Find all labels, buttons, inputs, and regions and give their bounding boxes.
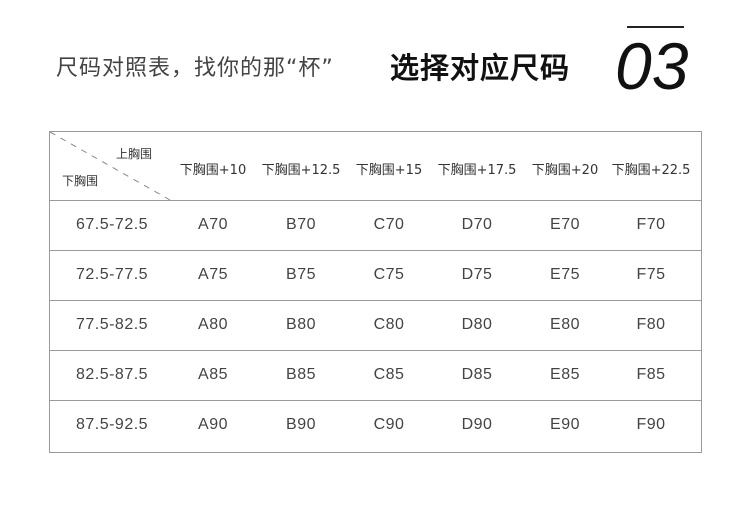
size-cell: F80 <box>636 316 666 333</box>
column-header: 下胸围+12.5 <box>261 163 341 178</box>
row-divider <box>50 250 701 251</box>
size-cell: A70 <box>198 216 228 233</box>
decorative-line <box>627 26 684 28</box>
size-cell: A75 <box>198 266 228 283</box>
column-header: 下胸围+22.5 <box>611 163 691 178</box>
size-cell: F85 <box>636 366 666 383</box>
row-range: 87.5-92.5 <box>75 416 149 433</box>
size-cell: B85 <box>286 366 316 383</box>
size-cell: F75 <box>636 266 666 283</box>
size-chart-table: 上胸围 下胸围 下胸围+10 下胸围+12.5 下胸围+15 下胸围+17.5 下胸围+… <box>49 131 702 453</box>
corner-label-upper-bust: 上胸围 <box>116 147 153 161</box>
subtitle: 尺码对照表，找你的那“杯” <box>56 56 334 81</box>
size-cell: E90 <box>550 416 580 433</box>
size-cell: D85 <box>461 366 493 383</box>
size-cell: B75 <box>286 266 316 283</box>
size-cell: C90 <box>373 416 405 433</box>
size-cell: C70 <box>373 216 405 233</box>
size-cell: D90 <box>461 416 493 433</box>
size-cell: D80 <box>461 316 493 333</box>
row-divider <box>50 300 701 301</box>
size-cell: C85 <box>373 366 405 383</box>
size-cell: B70 <box>286 216 316 233</box>
column-header: 下胸围+10 <box>179 163 247 178</box>
size-cell: E70 <box>550 216 580 233</box>
size-cell: E80 <box>550 316 580 333</box>
corner-label-under-bust: 下胸围 <box>62 174 99 188</box>
column-header: 下胸围+17.5 <box>437 163 517 178</box>
size-cell: E75 <box>550 266 580 283</box>
row-divider <box>50 350 701 351</box>
size-cell: A90 <box>198 416 228 433</box>
size-cell: A85 <box>198 366 228 383</box>
size-cell: E85 <box>550 366 580 383</box>
size-cell: F90 <box>636 416 666 433</box>
page-title: 选择对应尺码 <box>390 51 571 85</box>
section-number: 03 <box>615 29 689 103</box>
row-divider <box>50 400 701 401</box>
row-range: 77.5-82.5 <box>75 316 149 333</box>
column-header: 下胸围+15 <box>355 163 423 178</box>
size-cell: D75 <box>461 266 493 283</box>
size-cell: A80 <box>198 316 228 333</box>
row-divider <box>50 200 701 201</box>
corner-diagonal <box>50 132 171 201</box>
size-cell: D70 <box>461 216 493 233</box>
row-range: 72.5-77.5 <box>75 266 149 283</box>
row-range: 67.5-72.5 <box>75 216 149 233</box>
row-range: 82.5-87.5 <box>75 366 149 383</box>
size-cell: B90 <box>286 416 316 433</box>
size-cell: C80 <box>373 316 405 333</box>
column-header: 下胸围+20 <box>531 163 599 178</box>
size-cell: F70 <box>636 216 666 233</box>
size-cell: C75 <box>373 266 405 283</box>
size-cell: B80 <box>286 316 316 333</box>
